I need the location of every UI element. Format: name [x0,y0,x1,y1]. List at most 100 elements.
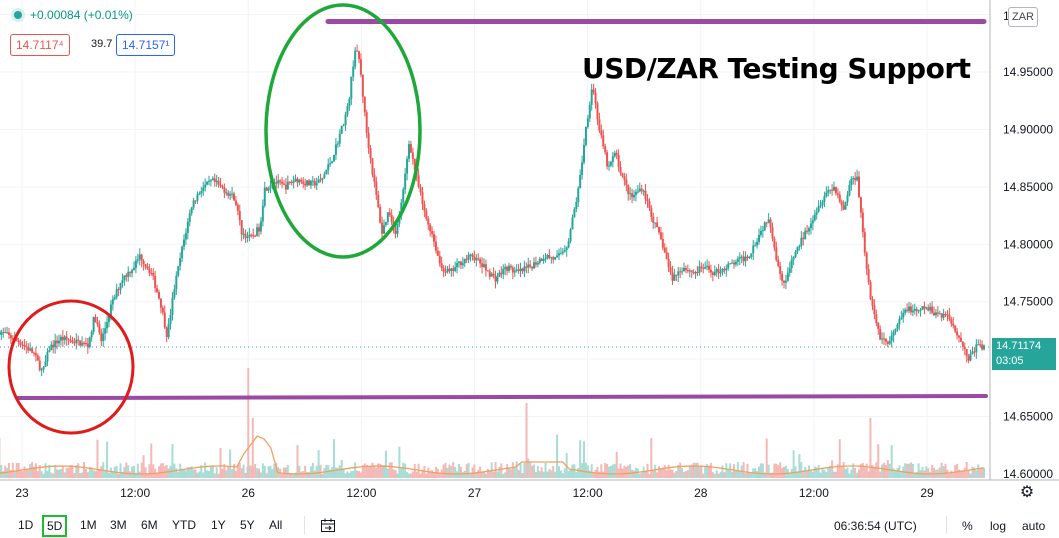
candle-body [17,340,20,343]
red-circle-annotation [7,299,135,435]
candle-body [779,266,782,274]
volume-bar [363,463,366,478]
tf-1d[interactable]: 1D [18,518,34,532]
candle-body [577,188,580,202]
candle-body [761,230,764,232]
candle-body [756,241,759,246]
buy-price-button[interactable]: 14.7157¹ [116,34,176,56]
volume-bar [394,469,397,478]
calendar-range-icon[interactable] [320,518,336,534]
volume-bar [956,463,959,478]
candle-body [125,275,128,277]
candle-body [190,207,193,214]
candle-body [154,275,157,289]
volume-bar [823,469,826,478]
tf-1y[interactable]: 1Y [211,518,226,532]
volume-bar [94,471,97,478]
candle-body [513,270,516,273]
candle-body [669,267,672,273]
candle-body [261,205,264,222]
volume-bar [609,465,612,478]
volume-bar [390,462,393,478]
candle-body [458,261,461,263]
candle-body [646,199,649,201]
candle-body [773,238,776,248]
candle-body [698,266,701,273]
candle-body [871,299,874,306]
candle-body [188,213,191,222]
volume-bar [856,472,859,478]
candle-body [467,254,470,260]
candle-body [529,264,532,267]
volume-bar [292,473,295,478]
volume-bar [119,463,122,478]
candle-body [650,207,653,217]
candle-body [771,227,774,239]
candle-body [52,344,55,348]
candle-body [367,132,370,149]
volume-bar [804,467,807,478]
volume-bar [359,472,362,478]
volume-bar [21,471,24,478]
volume-bar [386,468,389,478]
volume-bar [917,463,920,478]
volume-bar [636,468,639,478]
currency-button[interactable]: ZAR [1008,7,1038,27]
candle-body [69,340,72,342]
candle-body [917,310,920,312]
tf-ytd[interactable]: YTD [172,518,196,532]
candle-body [4,332,7,334]
volume-bar [833,471,836,478]
candle-body [477,258,480,260]
candle-body [965,349,968,357]
volume-bar [952,473,955,478]
tf-1m[interactable]: 1M [80,518,97,532]
volume-bar [238,462,241,478]
volume-bar [648,473,651,478]
tf-6m[interactable]: 6M [141,518,158,532]
volume-bar [244,472,247,478]
sell-price-button[interactable]: 14.7117⁴ [10,34,70,56]
log-toggle[interactable]: log [990,519,1007,533]
volume-bar [661,467,664,478]
volume-bar [465,464,468,478]
candle-body [946,314,949,316]
candle-body [340,125,343,134]
tf-3m[interactable]: 3M [110,518,127,532]
auto-toggle[interactable]: auto [1022,519,1046,533]
candle-body [219,184,222,186]
volume-bar [421,469,424,478]
candle-body [521,268,524,272]
candle-body [327,164,330,171]
tf-all[interactable]: All [269,518,283,532]
percent-toggle[interactable]: % [962,519,973,533]
tf-5d[interactable]: 5D [42,515,68,537]
candle-body [604,146,607,153]
candle-body [596,103,599,120]
candle-body [806,230,809,232]
volume-bar [983,467,986,478]
candle-body [77,339,80,341]
candle-body [409,144,412,153]
candle-body [763,222,766,231]
candle-body [46,352,49,362]
clock-time[interactable]: 06:36:54 (UTC) [834,519,917,533]
volume-bar [225,470,228,478]
volume-bar [236,464,239,478]
candle-body [546,255,549,259]
volume-bar [132,465,135,478]
settings-gear-icon[interactable]: ⚙ [1019,484,1035,501]
volume-bar [188,467,191,478]
volume-bar [48,464,51,478]
x-tick-label: 27 [468,486,482,500]
volume-bar [900,472,903,478]
candle-body [594,92,597,104]
volume-bar [267,466,270,478]
volume-bar [186,467,189,478]
tf-5y[interactable]: 5Y [240,518,255,532]
candle-body [583,145,586,163]
volume-bar [46,470,49,478]
volume-bar [534,472,537,478]
volume-bar [717,473,720,478]
